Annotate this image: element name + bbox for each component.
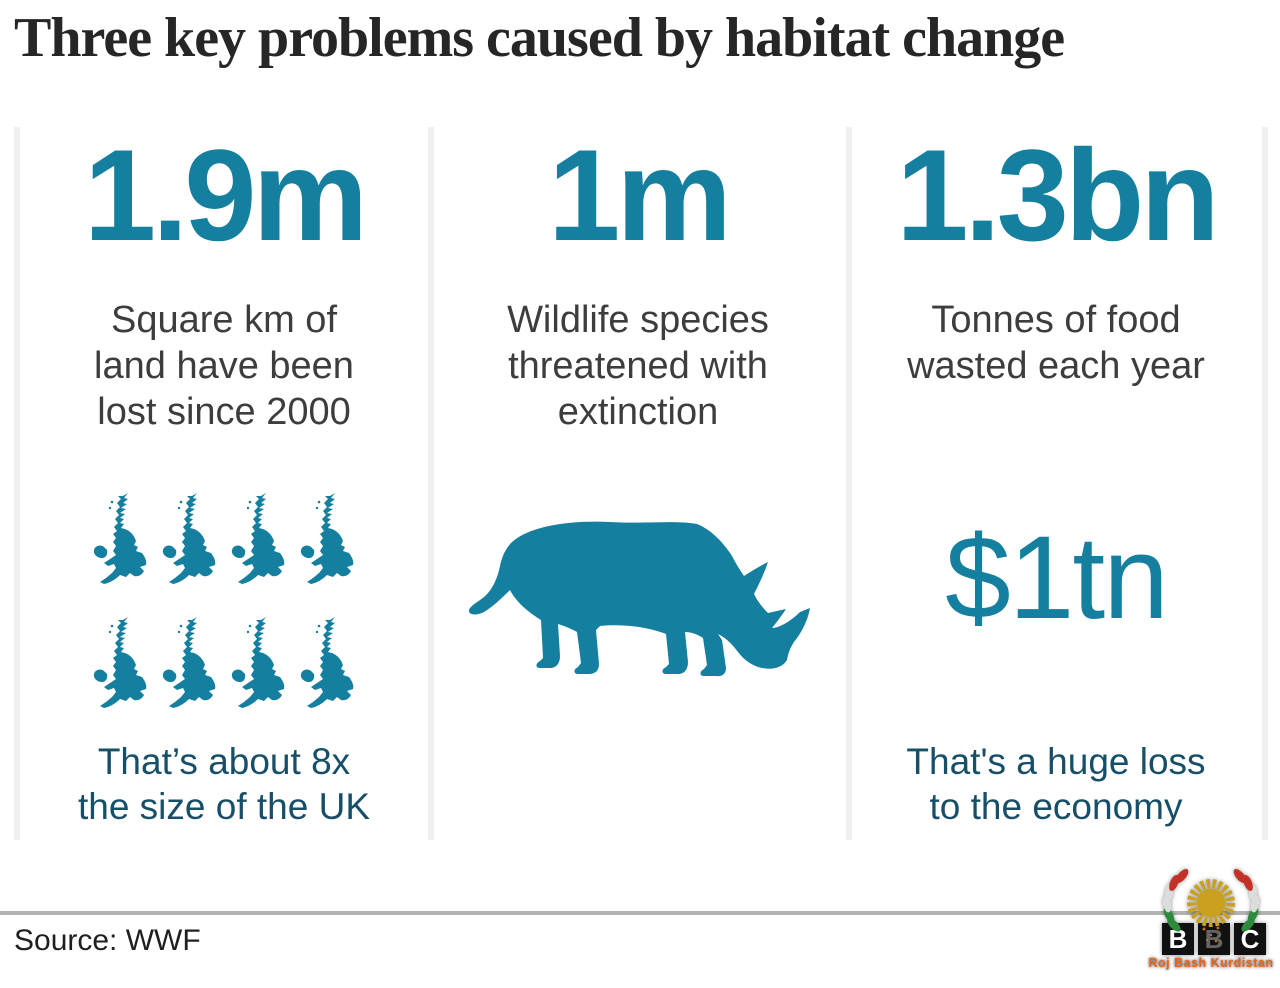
bbc-letter: B — [1205, 924, 1224, 954]
stat-description-line: Square km of — [111, 299, 337, 341]
sparkle-dots — [1202, 926, 1220, 943]
footer-divider-line — [0, 911, 1280, 915]
stat-footnote-line: the size of the UK — [77, 786, 371, 827]
stat-description: Wildlife species threatened with extinct… — [435, 297, 841, 435]
stat-column-food-waste: 1.3bn Tonnes of food wasted each year $1… — [853, 125, 1259, 840]
stat-description: Tonnes of food wasted each year — [853, 297, 1259, 389]
bbc-kurdistan-watermark: B B C Roj Bash Kurdistan — [1148, 869, 1274, 983]
secondary-stat-value: $1tn — [945, 512, 1169, 644]
column-divider — [1262, 127, 1268, 840]
watermark-caption: Roj Bash Kurdistan — [1148, 956, 1274, 970]
stat-value: 1.3bn — [896, 122, 1220, 268]
stat-footnote-line: That’s about 8x — [97, 741, 351, 782]
source-attribution: Source: WWF — [14, 924, 201, 957]
stat-description-line: land have been — [94, 345, 354, 387]
column-divider — [846, 127, 852, 840]
uk-map-icon-grid — [21, 491, 427, 713]
bbc-letter: C — [1241, 924, 1260, 954]
uk-map-icon — [227, 615, 291, 713]
stat-value: 1m — [548, 122, 732, 268]
column-divider — [14, 127, 20, 840]
stat-column-land-loss: 1.9m Square km of land have been lost si… — [21, 125, 427, 840]
stat-column-wildlife: 1m Wildlife species threatened with exti… — [435, 125, 841, 840]
uk-map-icon — [227, 491, 291, 589]
stat-footnote-line: That's a huge loss — [906, 741, 1206, 782]
bbc-logo-with-sun-emblem-icon: B B C — [1162, 869, 1266, 955]
stat-description: Square km of land have been lost since 2… — [21, 297, 427, 435]
laurel-wreath-icon — [1162, 869, 1260, 932]
uk-map-icon — [158, 615, 222, 713]
uk-map-icon — [89, 615, 153, 713]
stat-description-line: extinction — [557, 391, 719, 433]
bbc-letter: B — [1169, 924, 1188, 954]
stat-footnote: That's a huge loss to the economy — [853, 739, 1259, 829]
stat-value: 1.9m — [83, 122, 368, 268]
sun-icon — [1187, 879, 1235, 927]
uk-map-icon — [296, 491, 360, 589]
stat-description-line: threatened with — [508, 345, 768, 387]
page-title: Three key problems caused by habitat cha… — [14, 7, 1065, 69]
stat-description-line: Wildlife species — [507, 299, 769, 341]
uk-map-icon — [296, 615, 360, 713]
column-divider — [428, 127, 434, 840]
uk-map-icon — [89, 491, 153, 589]
uk-map-icon — [158, 491, 222, 589]
stat-footnote: That’s about 8x the size of the UK — [21, 739, 427, 829]
stat-footnote-line: to the economy — [929, 786, 1183, 827]
stat-description-line: lost since 2000 — [97, 391, 351, 433]
stat-description-line: wasted each year — [907, 345, 1205, 387]
rhino-icon — [468, 521, 810, 677]
stat-description-line: Tonnes of food — [931, 299, 1181, 341]
